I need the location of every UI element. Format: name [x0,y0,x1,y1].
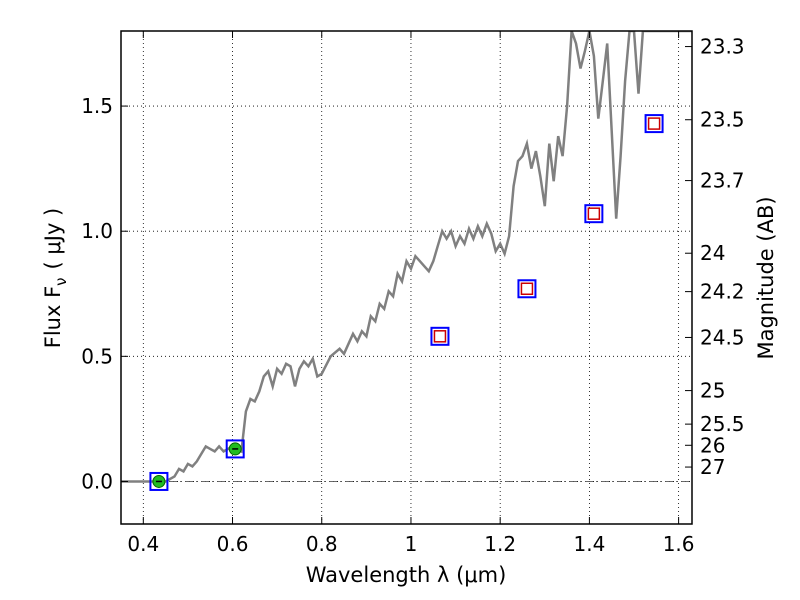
photometry-box [430,326,450,346]
right-tick-label: 25 [700,379,725,403]
photometry-box [644,114,664,134]
y-axis-label-main: Flux F [41,286,65,348]
x-tick-label: 1.4 [573,532,605,556]
x-tick-label: 0.6 [217,532,249,556]
right-tick-label: 26 [700,433,725,457]
x-tick-label: 0.8 [306,532,338,556]
x-tick-label: 1.6 [663,532,695,556]
photometry-box [149,471,169,491]
right-tick-label: 23.3 [700,35,745,59]
photometry-box [225,439,245,459]
photometry-model-flux [433,330,447,343]
y-axis-label: Flux Fν ( μJy ) [41,208,70,349]
y-axis-label-group: Flux Fν ( μJy ) [41,208,70,349]
x-tick-label: 1 [405,532,418,556]
photometry-model-flux [587,207,601,220]
x-axis-label: Wavelength λ (μm) [306,563,507,587]
y-axis-label-unit: ( μJy ) [41,208,65,270]
right-axis-label: Magnitude (AB) [754,196,778,359]
y-tick-label: 0.0 [81,469,113,493]
right-tick-label: 25.5 [700,412,745,436]
photometry-box [584,204,604,224]
x-tick-label: 1.2 [484,532,516,556]
right-tick-label: 23.7 [700,169,745,193]
y-axis-label-subscript: ν [52,277,70,285]
photometry-model-flux [647,117,661,130]
y-axis-ticks: 0.0 0.5 1.0 1.5 [81,94,128,493]
y-tick-label: 0.5 [81,344,113,368]
right-tick-label: 23.5 [700,108,745,132]
photometry-model-flux [520,282,534,296]
right-tick-label: 24 [700,241,725,265]
photometry-points [149,114,664,491]
x-axis-ticks: 0.4 0.6 0.8 1 1.2 1.4 1.6 [127,31,695,556]
right-tick-label: 27 [700,455,725,479]
photometry-box [517,279,537,299]
right-tick-label: 24.2 [700,280,745,304]
plot-frame [120,30,693,525]
y-tick-label: 1.5 [81,94,113,118]
right-tick-label: 24.5 [700,325,745,349]
x-tick-label: 0.4 [127,532,159,556]
y-tick-label: 1.0 [81,219,113,243]
